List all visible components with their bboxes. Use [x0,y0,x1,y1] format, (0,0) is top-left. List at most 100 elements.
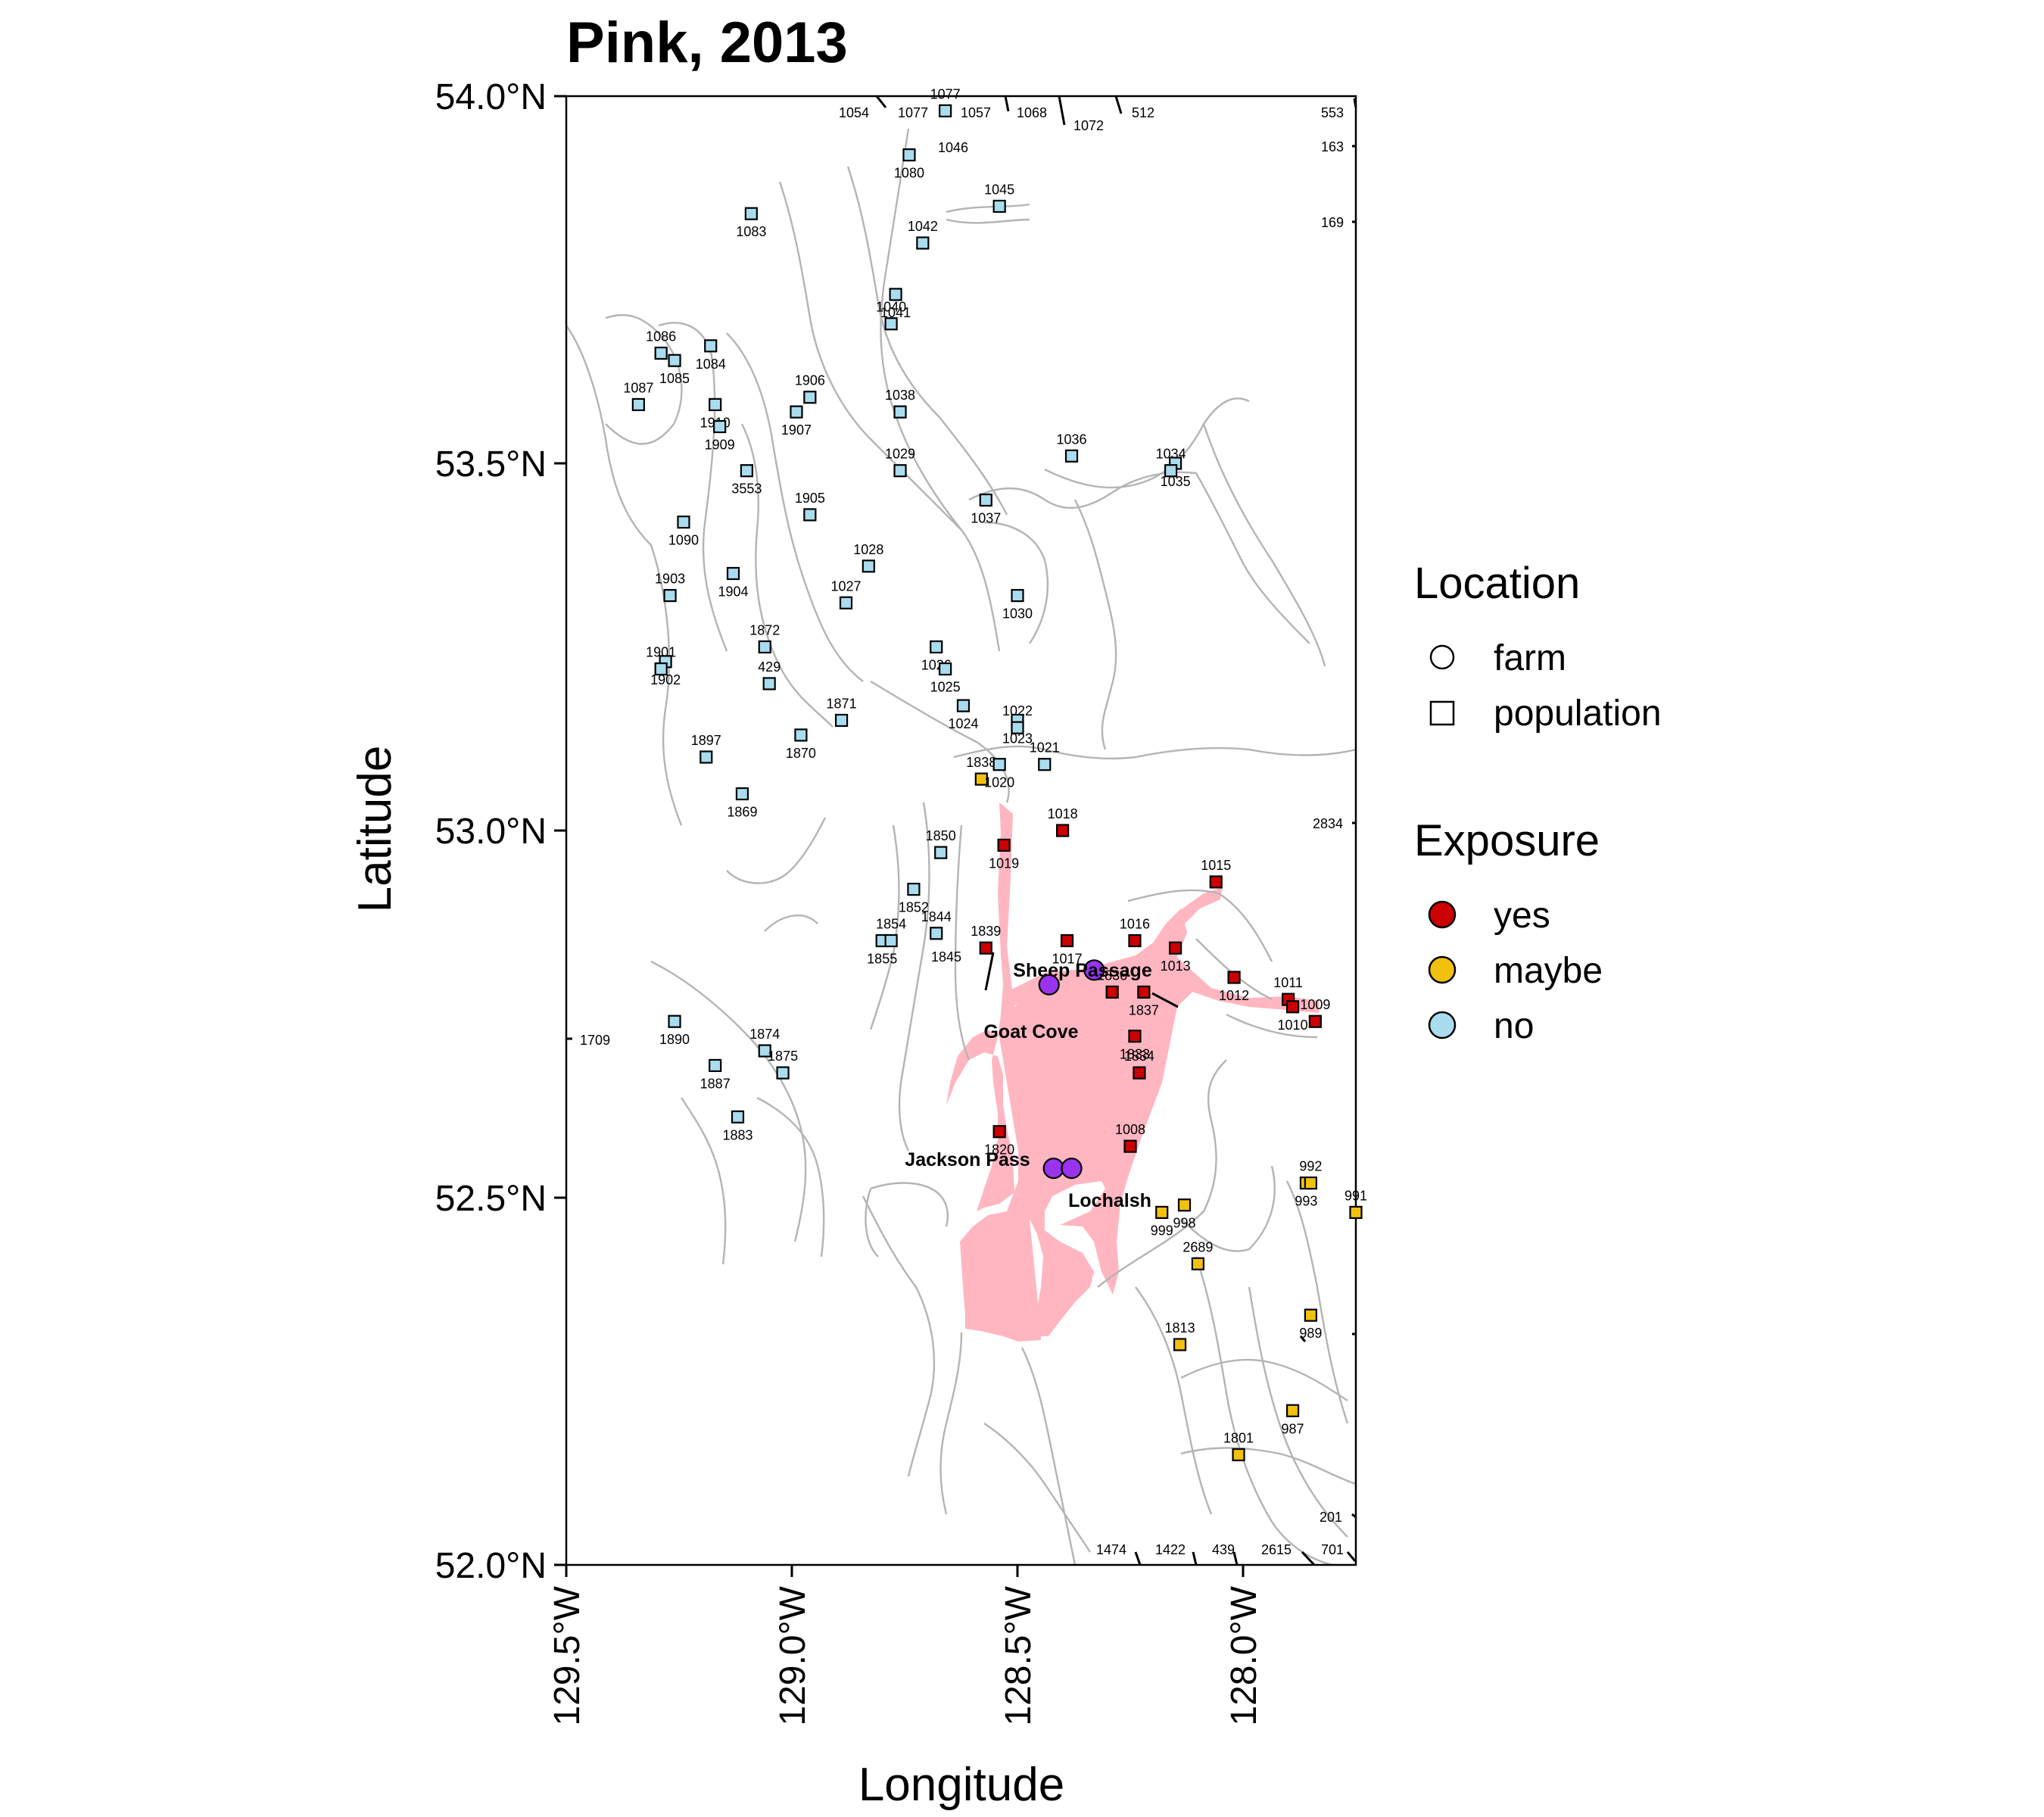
edge-label: 201 [1320,1510,1342,1525]
population-label: 429 [758,659,781,675]
population-marker-no [839,596,853,609]
population-marker-no [744,207,758,220]
edge-label: 512 [1132,105,1154,120]
population-label: 1035 [1161,474,1191,489]
population-label: 1009 [1300,997,1330,1012]
population-marker-no [1164,464,1178,478]
population-label: 1870 [786,746,816,761]
legend-yes-symbol [1428,900,1457,929]
population-marker-no [1064,449,1079,463]
population-label: 1084 [696,357,726,372]
x-axis-title: Longitude [858,1759,1064,1811]
population-marker-maybe [1285,1404,1300,1417]
edge-tick-marks [566,95,1357,1566]
population-marker-maybe [1155,1205,1169,1220]
population-label: 1023 [1002,731,1033,746]
population-marker-yes [1285,1000,1300,1014]
edge-label: 1422 [1155,1542,1186,1557]
population-marker-no [1011,721,1024,734]
population-label: 1869 [727,805,757,820]
y-tick-label: 53.0°N [435,812,547,852]
population-marker-no [709,397,722,412]
population-label: 1902 [650,672,681,687]
edge-label: 1077 [898,105,928,120]
x-axis: 129.5°W 129.0°W 128.5°W 128.0°W [547,1565,1264,1726]
x-tick-label: 128.0°W [1224,1585,1264,1725]
population-marker-yes [992,1125,1006,1139]
population-label: 1905 [795,491,825,506]
edge-label: 1054 [839,105,869,120]
population-label: 1022 [1002,703,1033,718]
legend-population-label: population [1494,693,1662,734]
population-label: 1839 [971,924,1001,939]
population-label: 1008 [1115,1122,1145,1137]
y-tick-label: 52.5°N [435,1179,547,1219]
farm-label: Goat Cove [983,1021,1078,1043]
population-marker-no [893,405,907,419]
population-label: 991 [1344,1188,1367,1203]
edge-label: 1474 [1096,1542,1126,1557]
edge-labels: 1054 1077 1057 1068 1072 512 553 163 169… [566,95,1357,1566]
legend-farm-label: farm [1494,638,1566,678]
edge-label: 1057 [961,105,991,120]
population-marker-no [776,1066,790,1080]
population-label: 1030 [1002,606,1033,622]
population-label: 1090 [668,533,699,548]
edge-label: 1845 [931,949,961,965]
legend: Location farm population Exposure yes ma… [1414,559,1662,1046]
edge-label: 163 [1321,139,1344,154]
population-marker-no [979,493,992,507]
y-tick-label: 52.0°N [435,1546,547,1586]
population-label: 1906 [795,373,825,388]
population-label: 3553 [731,482,762,497]
population-label: 1904 [718,584,748,600]
population-marker-maybe [1173,1338,1187,1351]
map-panel: 1054 1077 1057 1068 1072 512 553 163 169… [565,86,1367,1566]
population-label: 1844 [921,909,952,924]
population-marker-no [668,354,681,367]
edge-label: 1709 [580,1033,610,1048]
population-label: 1011 [1273,975,1303,990]
population-label: 1087 [623,380,653,395]
edge-label: 1072 [1073,118,1104,133]
population-marker-yes [1128,1029,1142,1043]
population-marker-yes [1168,941,1182,955]
legend-no-symbol [1428,1011,1457,1039]
population-marker-yes [979,941,992,955]
population-label: 2689 [1182,1239,1213,1254]
y-tick-label: 53.5°N [435,444,547,485]
population-label: 1871 [827,697,857,712]
population-label: 1041 [880,305,911,320]
legend-farm-symbol [1429,644,1455,670]
edge-label: 1068 [1017,105,1047,120]
population-marker-no [704,339,718,353]
farm-label: Sheep Passage [1013,960,1152,981]
population-marker-no [668,1014,681,1028]
population-marker-yes [997,838,1011,852]
label-leader-lines [984,952,1179,1008]
population-marker-no [631,397,645,412]
population-label: 1040 [876,300,906,315]
population-label: 1077 [930,86,961,101]
population-marker-no [834,713,849,728]
population-label: 992 [1299,1159,1322,1174]
population-marker-yes [1137,985,1151,999]
population-marker-yes [1227,971,1241,984]
legend-exposure-title: Exposure [1414,816,1600,865]
population-label: 1854 [876,917,906,932]
population-marker-no [889,288,902,301]
population-marker-no [939,662,952,676]
population-label: 1013 [1161,958,1191,974]
population-marker-no [902,148,916,162]
legend-location-title: Location [1414,559,1580,608]
population-label: 1801 [1223,1431,1254,1446]
population-label: 1028 [853,542,883,557]
population-label: 1045 [984,182,1014,198]
migration-route-east-arm [1101,908,1187,1279]
population-label: 998 [1173,1216,1195,1231]
x-tick-label: 129.0°W [773,1585,813,1725]
population-label: 1015 [1201,858,1231,873]
population-marker-yes [1060,933,1074,948]
population-label: 1025 [930,680,961,695]
population-marker-maybe [1191,1257,1205,1270]
